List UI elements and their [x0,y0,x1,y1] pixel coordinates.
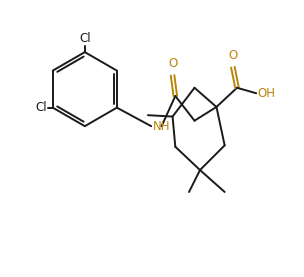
Text: NH: NH [154,120,171,133]
Text: Cl: Cl [35,101,47,114]
Text: O: O [168,58,177,70]
Text: Cl: Cl [79,32,91,45]
Text: OH: OH [257,87,275,100]
Text: O: O [228,49,237,62]
